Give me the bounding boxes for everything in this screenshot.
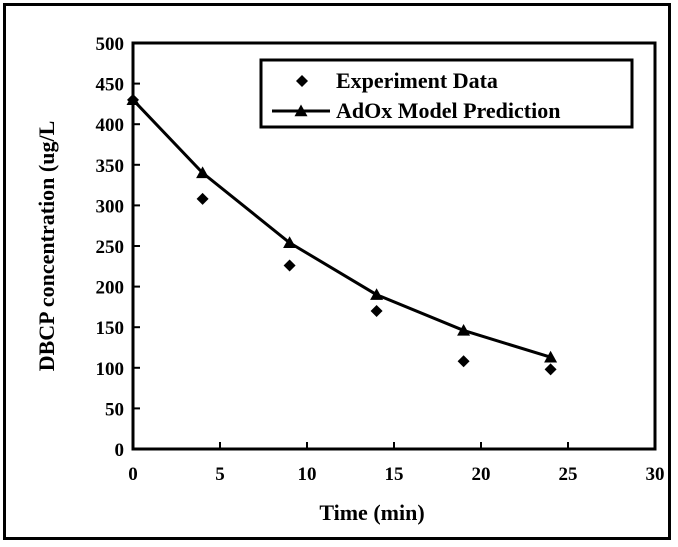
y-tick-label: 50 xyxy=(105,399,124,420)
legend-marker-experiment xyxy=(296,75,308,87)
data-point xyxy=(283,236,297,248)
y-tick-label: 450 xyxy=(96,75,125,96)
y-tick-label: 350 xyxy=(96,156,125,177)
data-point xyxy=(370,304,383,317)
legend-marker-model xyxy=(272,104,330,117)
legend-label-experiment: Experiment Data xyxy=(336,68,498,93)
x-tick-label: 20 xyxy=(472,464,491,485)
data-point xyxy=(283,259,296,272)
data-point xyxy=(126,93,140,106)
y-tick-label: 200 xyxy=(96,278,125,299)
y-axis-title: DBCP concentration (ug/L xyxy=(34,121,59,372)
x-axis-title: Time (min) xyxy=(319,500,424,525)
data-point xyxy=(196,166,210,179)
data-point xyxy=(544,350,558,363)
x-tick-label: 5 xyxy=(215,464,225,485)
model-line xyxy=(131,98,552,359)
series-model-prediction xyxy=(126,93,558,363)
x-tick-label: 0 xyxy=(128,464,138,485)
y-axis-ticks: 0 50 100 150 200 250 300 350 400 450 500 xyxy=(96,34,140,461)
data-point xyxy=(370,288,384,300)
x-tick-label: 25 xyxy=(559,464,578,485)
legend-box xyxy=(259,58,634,129)
y-tick-label: 500 xyxy=(96,34,125,55)
y-tick-label: 300 xyxy=(96,196,125,217)
legend-diamond-marker xyxy=(296,75,308,87)
data-point xyxy=(457,355,470,368)
legend-triangle-marker xyxy=(294,104,308,117)
x-tick-label: 10 xyxy=(298,464,317,485)
series-layer xyxy=(126,93,558,376)
y-tick-label: 250 xyxy=(96,237,125,258)
legend-label-model: AdOx Model Prediction xyxy=(336,98,560,123)
x-tick-label: 15 xyxy=(385,464,404,485)
y-tick-label: 150 xyxy=(96,318,125,339)
data-point xyxy=(196,192,209,205)
x-axis-ticks: 0 5 10 15 20 25 30 xyxy=(128,442,665,485)
x-tick-label: 30 xyxy=(646,464,665,485)
legend: Experiment Data AdOx Model Prediction xyxy=(259,58,634,129)
y-tick-label: 0 xyxy=(115,440,125,461)
data-point xyxy=(457,323,471,336)
data-point xyxy=(544,363,557,376)
y-tick-label: 100 xyxy=(96,359,125,380)
series-experiment-data xyxy=(127,93,557,376)
y-tick-label: 400 xyxy=(96,115,125,136)
